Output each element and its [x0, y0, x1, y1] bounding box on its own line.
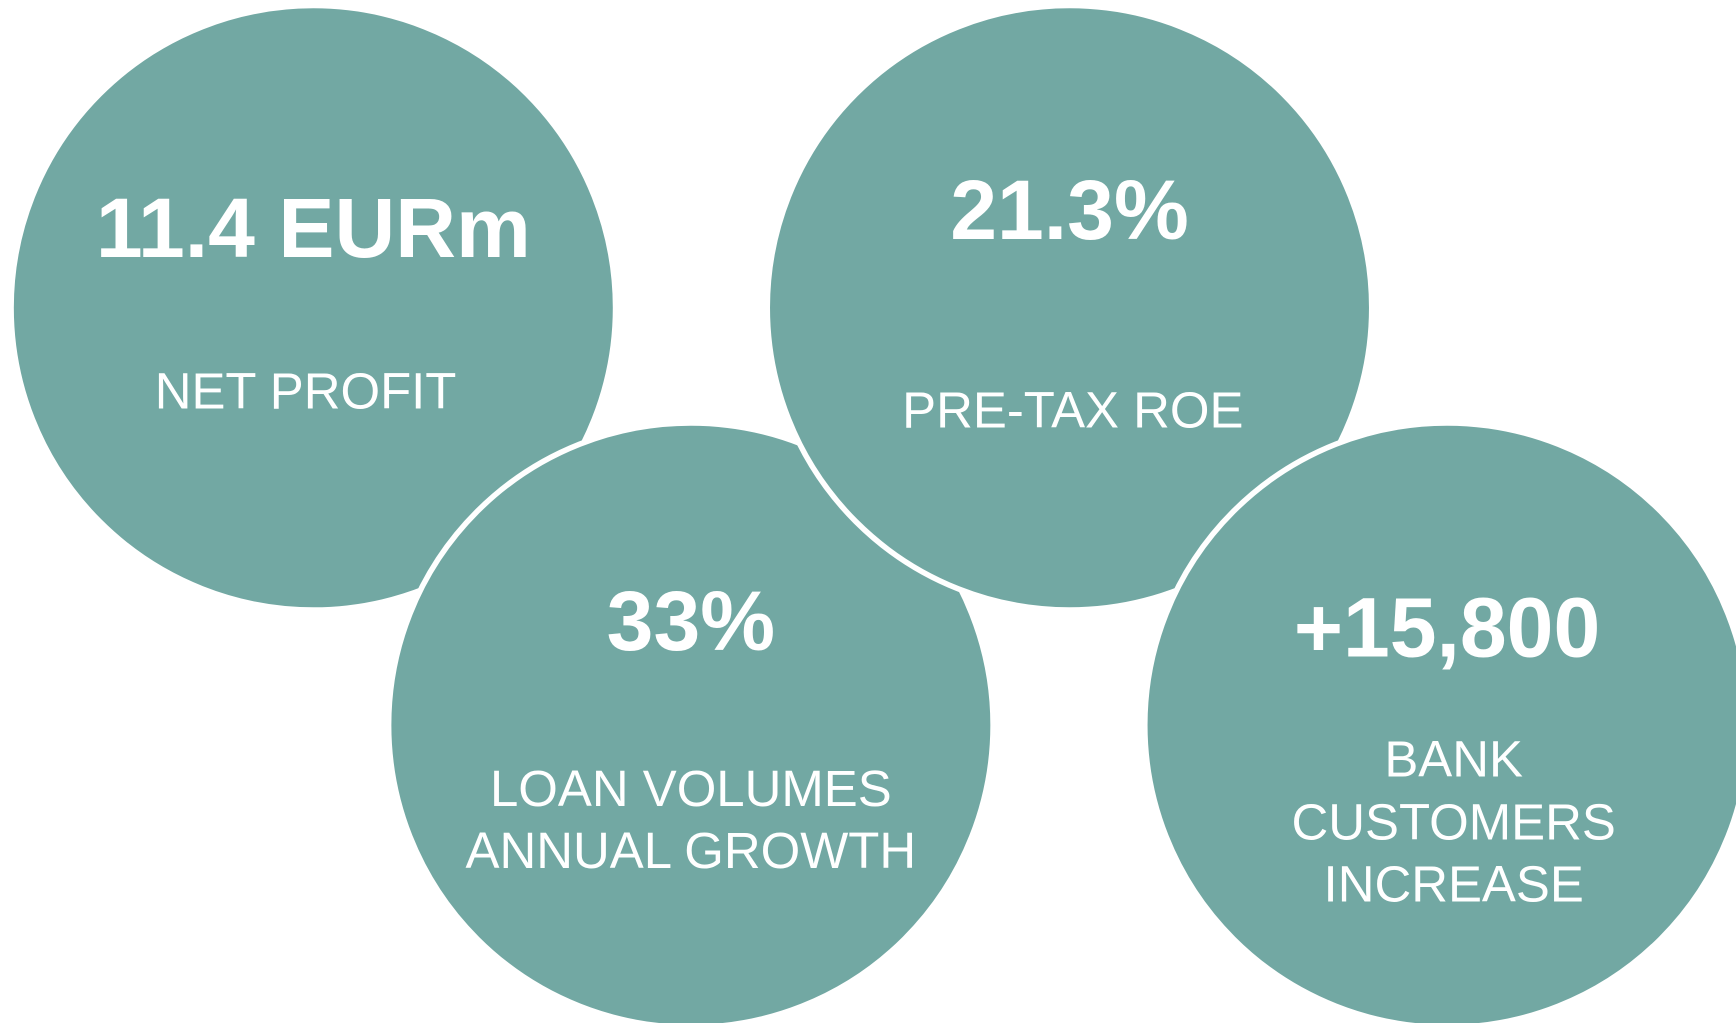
kpi-card: 21.3% PRE-TAX ROE [764, 2, 1375, 613]
kpi-label: CUSTOMERS [1292, 793, 1616, 850]
kpi-label: PRE-TAX ROE [902, 382, 1243, 439]
kpi-value: 33% [607, 574, 775, 668]
kpi-circle [1142, 420, 1736, 1023]
kpi-circle [385, 420, 996, 1023]
kpi-label: BANK [1384, 730, 1523, 787]
kpi-circle [764, 2, 1375, 613]
kpi-text: 33% LOAN VOLUMES ANNUAL GROWTH [466, 574, 917, 879]
kpi-value: 11.4 EURm [96, 181, 531, 275]
kpi-label: LOAN VOLUMES [490, 760, 892, 817]
kpi-label: NET PROFIT [155, 363, 457, 420]
kpi-circle [8, 2, 619, 613]
kpi-card [385, 420, 996, 1023]
kpi-value: 21.3% [950, 163, 1189, 257]
kpi-label: ANNUAL GROWTH [466, 822, 917, 879]
kpi-card: +15,800 BANK CUSTOMERS INCREASE [1142, 420, 1736, 1023]
kpi-value: +15,800 [1294, 581, 1600, 675]
kpi-card: 11.4 EURm NET PROFIT [8, 2, 619, 613]
kpi-label: INCREASE [1324, 855, 1584, 912]
